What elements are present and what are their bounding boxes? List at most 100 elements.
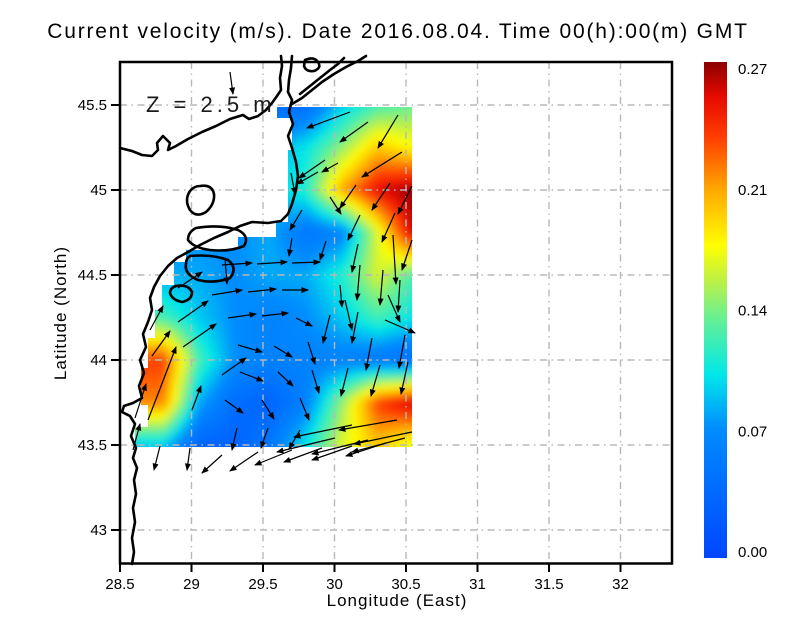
x-tick-label: 31 bbox=[469, 576, 486, 593]
current-arrow bbox=[395, 279, 402, 313]
current-arrow bbox=[290, 172, 297, 195]
coastline-path bbox=[186, 225, 248, 252]
current-arrow bbox=[177, 271, 203, 289]
current-arrow bbox=[307, 341, 316, 365]
x-tick-label: 29 bbox=[183, 576, 200, 593]
current-arrow bbox=[291, 259, 321, 266]
current-arrow bbox=[397, 185, 413, 215]
current-arrow bbox=[306, 111, 351, 129]
current-arrow bbox=[384, 319, 416, 334]
current-arrow bbox=[201, 454, 223, 474]
current-arrow bbox=[247, 286, 277, 293]
current-arrow bbox=[283, 447, 323, 463]
y-tick-label: 43.5 bbox=[78, 437, 107, 454]
current-arrow bbox=[319, 240, 327, 261]
x-axis-label: Longitude (East) bbox=[327, 591, 468, 610]
current-arrow bbox=[344, 299, 354, 331]
current-arrow bbox=[299, 397, 310, 421]
current-arrow bbox=[254, 449, 293, 466]
colorbar-tick-label: 0.07 bbox=[738, 423, 767, 440]
coastline-path bbox=[118, 54, 284, 158]
x-tick-label: 32 bbox=[612, 576, 629, 593]
current-arrow bbox=[256, 259, 288, 266]
coastline-path bbox=[298, 56, 346, 96]
current-arrow bbox=[329, 196, 342, 215]
coastline-path bbox=[302, 57, 321, 73]
current-arrow bbox=[339, 184, 357, 209]
current-arrow bbox=[261, 310, 289, 317]
current-arrow bbox=[295, 317, 313, 327]
current-arrow bbox=[237, 344, 263, 354]
current-arrow bbox=[276, 437, 336, 454]
current-arrow bbox=[397, 334, 406, 369]
current-arrow bbox=[239, 371, 264, 382]
current-arrow bbox=[369, 364, 381, 397]
chart-title: Current velocity (m/s). Date 2016.08.04.… bbox=[47, 20, 749, 43]
colorbar-tick-label: 0.21 bbox=[738, 182, 767, 199]
current-arrow bbox=[132, 423, 142, 451]
current-arrow bbox=[260, 427, 269, 449]
current-arrow bbox=[289, 209, 303, 231]
current-arrow bbox=[221, 357, 247, 376]
current-arrow bbox=[353, 431, 413, 446]
current-arrow bbox=[371, 182, 391, 211]
current-arrow bbox=[229, 71, 236, 95]
current-arrow bbox=[311, 439, 369, 456]
current-arrow bbox=[311, 369, 320, 394]
x-tick-label: 30 bbox=[326, 576, 343, 593]
current-arrow bbox=[387, 294, 401, 323]
current-arrow bbox=[347, 214, 361, 241]
current-arrow bbox=[350, 243, 359, 273]
current-arrow bbox=[151, 330, 171, 357]
colorbar-labels: 0.27 0.21 0.14 0.07 0.00 bbox=[738, 61, 767, 561]
current-arrow bbox=[184, 447, 191, 471]
current-arrow bbox=[224, 399, 244, 414]
current-arrow bbox=[321, 162, 339, 173]
colorbar-tick-label: 0.00 bbox=[738, 544, 767, 561]
current-arrow bbox=[191, 385, 202, 411]
current-arrow bbox=[311, 445, 353, 461]
plot-frame bbox=[118, 60, 674, 565]
coastline-path bbox=[168, 284, 194, 304]
current-vector-arrows bbox=[132, 71, 416, 474]
current-arrow bbox=[277, 371, 294, 387]
current-arrow bbox=[273, 345, 293, 358]
current-arrow bbox=[361, 151, 403, 178]
current-arrow bbox=[339, 367, 349, 397]
current-arrow bbox=[392, 234, 399, 285]
current-arrow bbox=[401, 239, 413, 271]
current-arrow bbox=[221, 260, 253, 267]
current-arrow bbox=[296, 171, 319, 185]
current-arrow bbox=[377, 269, 384, 306]
current-arrow bbox=[354, 264, 361, 301]
current-arrow bbox=[229, 451, 259, 472]
axis-ticks: 28.5 29 29.5 30 30.5 31 31.5 32 45.5 45 44.5 44 43.5… bbox=[78, 97, 629, 593]
current-arrow bbox=[261, 399, 275, 420]
current-arrow bbox=[230, 427, 238, 451]
x-tick-label: 29.5 bbox=[248, 576, 277, 593]
y-tick-label: 43 bbox=[90, 522, 107, 539]
current-arrow bbox=[399, 361, 409, 395]
current-arrow bbox=[182, 323, 217, 348]
colorbar bbox=[704, 62, 727, 558]
current-arrow bbox=[134, 383, 147, 419]
y-axis-label: Latitude (North) bbox=[51, 246, 70, 380]
x-tick-label: 31.5 bbox=[534, 576, 563, 593]
current-arrow bbox=[152, 445, 161, 471]
colorbar-tick-label: 0.14 bbox=[738, 303, 767, 320]
current-arrow bbox=[345, 442, 387, 457]
y-tick-label: 44.5 bbox=[78, 267, 107, 284]
y-tick-label: 44 bbox=[90, 352, 107, 369]
current-arrow bbox=[339, 121, 369, 143]
current-arrow bbox=[211, 288, 243, 296]
current-arrow bbox=[149, 305, 164, 331]
current-arrow bbox=[288, 429, 301, 450]
current-arrow bbox=[177, 300, 209, 323]
x-tick-label: 30.5 bbox=[391, 576, 420, 593]
current-arrow bbox=[227, 311, 257, 319]
current-arrow bbox=[350, 311, 359, 344]
current-arrow bbox=[377, 114, 399, 149]
current-arrow bbox=[298, 159, 326, 179]
